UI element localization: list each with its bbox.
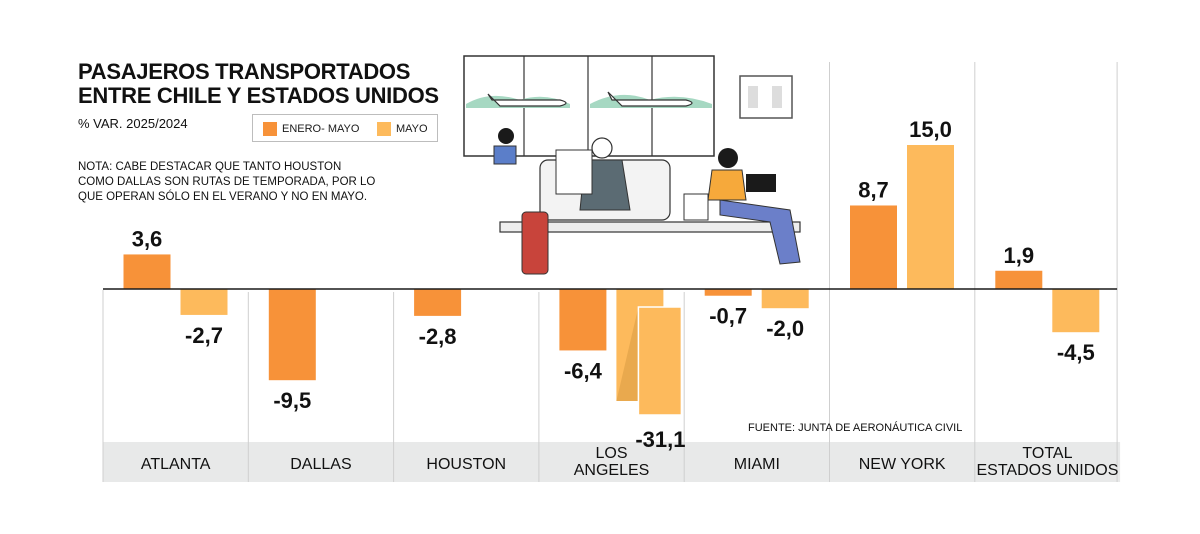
legend: ENERO- MAYO MAYO [252, 114, 438, 142]
bar-enero-mayo-dallas [268, 289, 316, 381]
chart-title: PASAJEROS TRANSPORTADOS ENTRE CHILE Y ES… [78, 60, 439, 108]
value-label-mayo-total-estados-unidos: -4,5 [1057, 340, 1095, 365]
bar-enero-mayo-houston [414, 289, 462, 316]
bar-mayo-miami [761, 289, 809, 309]
legend-label-enero-mayo: ENERO- MAYO [282, 123, 360, 135]
category-label-estados-unidos: ESTADOS UNIDOS [976, 462, 1118, 479]
airplane-right-icon [607, 91, 693, 107]
category-label-miami: MIAMI [734, 456, 780, 473]
bar-mayo-new-york [907, 145, 954, 289]
value-label-mayo-atlanta: -2,7 [185, 323, 223, 348]
chart-note: NOTA: CABE DESTACAR QUE TANTO HOUSTON CO… [78, 161, 376, 203]
newspaper-icon [555, 149, 593, 195]
bench-seat [499, 221, 801, 233]
category-label-dallas: DALLAS [290, 456, 351, 473]
value-label-enero-mayo-houston: -2,8 [419, 324, 457, 349]
woman-head [718, 148, 738, 168]
wall-sign-panel [772, 86, 782, 108]
child-head [498, 128, 514, 144]
suitcase-icon [521, 211, 549, 275]
value-label-enero-mayo-new-york: 8,7 [858, 177, 889, 202]
bar-enero-mayo-miami [704, 289, 752, 296]
category-label-angeles: ANGELES [574, 462, 650, 479]
value-label-mayo-new-york: 15,0 [909, 117, 952, 142]
handbag-icon [683, 193, 709, 221]
chart-subtitle: % VAR. 2025/2024 [78, 116, 188, 131]
category-label-atlanta: ATLANTA [141, 456, 211, 473]
bar-mayo-total-estados-unidos [1052, 289, 1100, 333]
title-line-2: ENTRE CHILE Y ESTADOS UNIDOS [78, 83, 439, 108]
value-label-enero-mayo-atlanta: 3,6 [132, 226, 163, 251]
laptop-icon [746, 174, 776, 192]
airplane-left-icon [487, 93, 567, 107]
child-body [493, 145, 517, 165]
category-band [103, 442, 1121, 482]
value-label-mayo-los-angeles: -31,1 [635, 427, 685, 452]
bar-enero-mayo-total-estados-unidos [995, 270, 1043, 289]
wall-sign-panel [748, 86, 758, 108]
bar-mayo-atlanta [180, 289, 228, 315]
person-head [591, 137, 613, 159]
bar-enero-mayo-atlanta [123, 254, 171, 289]
legend-label-mayo: MAYO [396, 123, 428, 135]
legend-item-enero-mayo: ENERO- MAYO [263, 122, 359, 136]
woman-legs [719, 199, 801, 265]
wall-sign [739, 75, 793, 119]
bar-enero-mayo-los-angeles [559, 289, 607, 351]
bar-enero-mayo-new-york [850, 205, 897, 289]
value-label-enero-mayo-dallas: -9,5 [273, 388, 311, 413]
title-line-1: PASAJEROS TRANSPORTADOS [78, 59, 411, 84]
category-label-houston: HOUSTON [426, 456, 506, 473]
category-label-total: TOTAL [1022, 445, 1072, 462]
legend-swatch-mayo [377, 122, 391, 136]
value-label-enero-mayo-total-estados-unidos: 1,9 [1004, 243, 1035, 268]
category-label-new-york: NEW YORK [859, 456, 946, 473]
bar-mayo-los-angeles-extension [637, 306, 683, 416]
value-label-enero-mayo-los-angeles: -6,4 [564, 358, 603, 383]
airport-illustration [463, 55, 801, 275]
value-label-mayo-miami: -2,0 [766, 316, 804, 341]
source-note: FUENTE: JUNTA DE AERONÁUTICA CIVIL [748, 422, 963, 434]
legend-swatch-enero-mayo [263, 122, 277, 136]
bar-mayo-los-angeles-fold [616, 307, 639, 401]
value-label-enero-mayo-miami: -0,7 [709, 304, 747, 329]
woman-body [707, 169, 747, 201]
legend-item-mayo: MAYO [377, 122, 428, 136]
category-label-los: LOS [596, 445, 628, 462]
